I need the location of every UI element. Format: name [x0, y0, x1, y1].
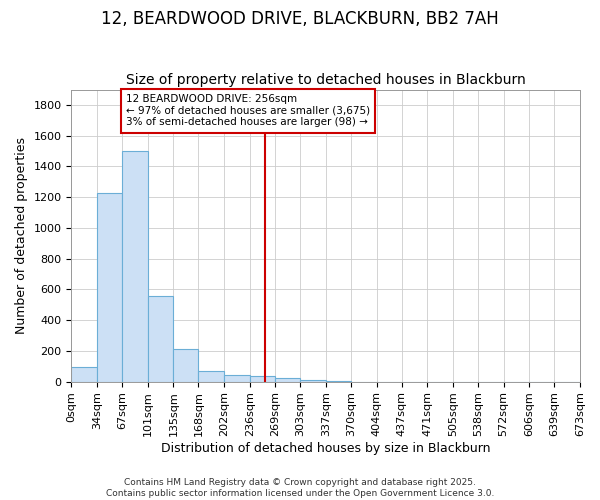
Y-axis label: Number of detached properties: Number of detached properties [15, 137, 28, 334]
Bar [148, 296, 173, 382]
Text: Contains HM Land Registry data © Crown copyright and database right 2025.
Contai: Contains HM Land Registry data © Crown c… [106, 478, 494, 498]
Text: 12 BEARDWOOD DRIVE: 256sqm
← 97% of detached houses are smaller (3,675)
3% of se: 12 BEARDWOOD DRIVE: 256sqm ← 97% of deta… [126, 94, 370, 128]
Bar [275, 378, 301, 382]
Bar [199, 371, 224, 382]
X-axis label: Distribution of detached houses by size in Blackburn: Distribution of detached houses by size … [161, 442, 490, 455]
Bar [224, 375, 250, 382]
Bar [97, 192, 122, 382]
Bar [301, 380, 326, 382]
Bar [250, 376, 275, 382]
Bar [326, 381, 351, 382]
Bar [71, 367, 97, 382]
Bar [173, 350, 199, 382]
Text: 12, BEARDWOOD DRIVE, BLACKBURN, BB2 7AH: 12, BEARDWOOD DRIVE, BLACKBURN, BB2 7AH [101, 10, 499, 28]
Bar [122, 151, 148, 382]
Title: Size of property relative to detached houses in Blackburn: Size of property relative to detached ho… [126, 73, 526, 87]
